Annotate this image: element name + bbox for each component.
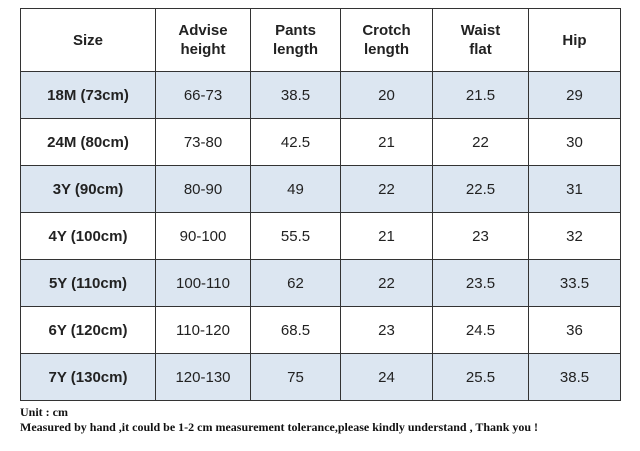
- value-cell: 120-130: [155, 353, 251, 401]
- value-cell: 62: [250, 259, 341, 307]
- table-row: 24M (80cm) 73-80 42.5 21 22 30: [20, 118, 621, 166]
- value-cell: 22.5: [432, 165, 529, 213]
- header-line: length: [273, 41, 318, 58]
- size-cell: 3Y (90cm): [20, 165, 156, 213]
- header-cell: Advise height: [155, 8, 251, 72]
- value-cell: 33.5: [528, 259, 621, 307]
- value-cell: 24.5: [432, 306, 529, 354]
- value-cell: 68.5: [250, 306, 341, 354]
- table-row: 5Y (110cm) 100-110 62 22 23.5 33.5: [20, 259, 621, 307]
- value-cell: 42.5: [250, 118, 341, 166]
- value-cell: 38.5: [528, 353, 621, 401]
- table-row: 3Y (90cm) 80-90 49 22 22.5 31: [20, 165, 621, 213]
- value-cell: 22: [432, 118, 529, 166]
- value-cell: 21: [340, 212, 433, 260]
- value-cell: 22: [340, 259, 433, 307]
- header-line: Crotch: [362, 22, 411, 39]
- value-cell: 23: [432, 212, 529, 260]
- value-cell: 21.5: [432, 71, 529, 119]
- value-cell: 66-73: [155, 71, 251, 119]
- header-cell: Size: [20, 8, 156, 72]
- value-cell: 21: [340, 118, 433, 166]
- size-cell: 18M (73cm): [20, 71, 156, 119]
- value-cell: 23: [340, 306, 433, 354]
- header-cell: Hip: [528, 8, 621, 72]
- size-cell: 5Y (110cm): [20, 259, 156, 307]
- size-cell: 24M (80cm): [20, 118, 156, 166]
- size-cell: 4Y (100cm): [20, 212, 156, 260]
- value-cell: 32: [528, 212, 621, 260]
- value-cell: 49: [250, 165, 341, 213]
- note-line: Measured by hand ,it could be 1-2 cm mea…: [20, 420, 539, 434]
- table-body: 18M (73cm) 66-73 38.5 20 21.5 29 24M (80cm) 73-…: [20, 71, 621, 401]
- value-cell: 55.5: [250, 212, 341, 260]
- header-cell: Crotch length: [340, 8, 433, 72]
- size-cell: 7Y (130cm): [20, 353, 156, 401]
- value-cell: 29: [528, 71, 621, 119]
- header-cell: Waist flat: [432, 8, 529, 72]
- header-line: length: [364, 41, 409, 58]
- header-line: Size: [72, 31, 103, 49]
- header-line: Waist: [460, 22, 501, 39]
- table-row: 18M (73cm) 66-73 38.5 20 21.5 29: [20, 71, 621, 119]
- header-line: height: [180, 41, 226, 58]
- value-cell: 75: [250, 353, 341, 401]
- value-cell: 38.5: [250, 71, 341, 119]
- value-cell: 80-90: [155, 165, 251, 213]
- header-line: Advise: [178, 22, 228, 39]
- size-table: Size Advise height Pants length Crotch length W…: [20, 8, 621, 401]
- value-cell: 25.5: [432, 353, 529, 401]
- value-cell: 90-100: [155, 212, 251, 260]
- header-row: Size Advise height Pants length Crotch length W…: [20, 8, 621, 72]
- value-cell: 110-120: [155, 306, 251, 354]
- value-cell: 20: [340, 71, 433, 119]
- table-row: 4Y (100cm) 90-100 55.5 21 23 32: [20, 212, 621, 260]
- value-cell: 22: [340, 165, 433, 213]
- table-row: 7Y (130cm) 120-130 75 24 25.5 38.5: [20, 353, 621, 401]
- header-line: Hip: [562, 31, 587, 49]
- size-cell: 6Y (120cm): [20, 306, 156, 354]
- value-cell: 73-80: [155, 118, 251, 166]
- value-cell: 36: [528, 306, 621, 354]
- note-line: Unit : cm: [20, 405, 68, 419]
- header-cell: Pants length: [250, 8, 341, 72]
- value-cell: 24: [340, 353, 433, 401]
- table-row: 6Y (120cm) 110-120 68.5 23 24.5 36: [20, 306, 621, 354]
- value-cell: 30: [528, 118, 621, 166]
- header-line: Pants: [275, 22, 316, 39]
- value-cell: 100-110: [155, 259, 251, 307]
- header-line: flat: [469, 41, 492, 58]
- value-cell: 31: [528, 165, 621, 213]
- notes: Unit : cm Measured by hand ,it could be 1…: [20, 405, 538, 435]
- value-cell: 23.5: [432, 259, 529, 307]
